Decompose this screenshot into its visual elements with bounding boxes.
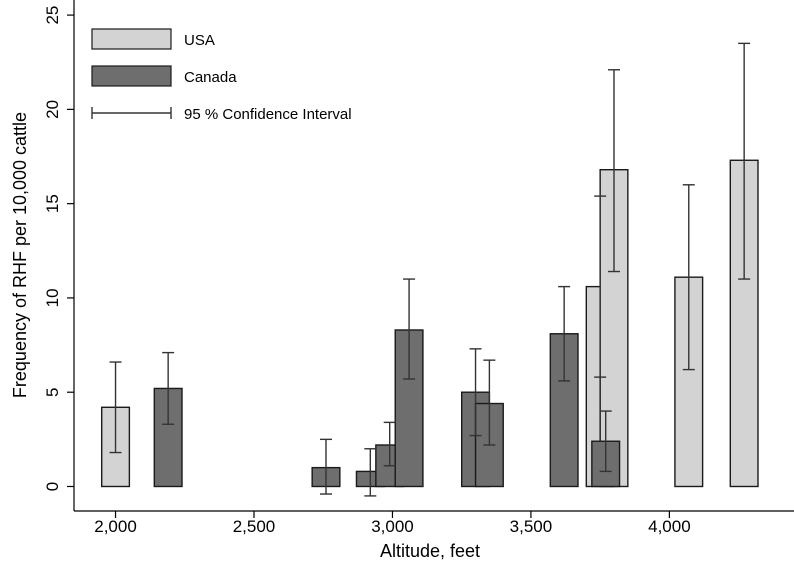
legend-swatch-canada <box>91 65 172 87</box>
y-axis-title: Frequency of RHF per 10,000 cattle <box>10 112 30 398</box>
errorbars-layer <box>109 42 751 497</box>
y-tick-label: 25 <box>43 6 62 25</box>
x-tick-label: 3,000 <box>371 517 414 536</box>
legend-label-usa: USA <box>184 32 215 49</box>
errorbar-canada-0 <box>162 351 175 425</box>
errorbar-canada-1 <box>320 438 332 495</box>
errorbar-usa-0 <box>109 361 122 454</box>
errorbar-canada-8 <box>599 410 612 473</box>
x-tick-label: 3,500 <box>510 517 553 536</box>
errorbar-canada-6 <box>483 359 496 446</box>
x-tick-label: 2,000 <box>94 517 137 536</box>
y-tick-label: 5 <box>43 387 62 396</box>
x-tick-label: 4,000 <box>648 517 691 536</box>
x-ticks: 2,000 2,500 3,000 3,500 4,000 <box>94 511 691 536</box>
legend-label-ci: 95 % Confidence Interval <box>184 106 352 123</box>
errorbar-canada-2 <box>364 448 377 497</box>
bars-layer <box>100 159 759 488</box>
errorbar-canada-4 <box>403 278 416 380</box>
errorbar-usa-3 <box>682 184 695 371</box>
errorbar-canada-5 <box>469 348 482 437</box>
errorbar-usa-2 <box>608 69 620 273</box>
bar-usa-4 <box>729 159 759 488</box>
errorbar-canada-7 <box>558 285 571 382</box>
legend-swatch-usa <box>91 28 172 50</box>
y-tick-label: 20 <box>43 100 62 119</box>
legend: USA Canada 95 % Confidence Interval <box>91 28 352 123</box>
y-tick-label: 15 <box>43 194 62 213</box>
errorbar-usa-1 <box>594 195 607 378</box>
y-tick-label: 10 <box>43 288 62 307</box>
errorbar-usa-4 <box>738 42 751 280</box>
y-ticks: 0 5 10 15 20 25 <box>43 6 74 491</box>
errorbar-canada-3 <box>383 421 396 467</box>
y-tick-label: 0 <box>43 482 62 491</box>
legend-label-canada: Canada <box>184 69 237 86</box>
x-tick-label: 2,500 <box>233 517 276 536</box>
bar-usa-3 <box>674 276 704 488</box>
x-axis-title: Altitude, feet <box>380 541 480 561</box>
